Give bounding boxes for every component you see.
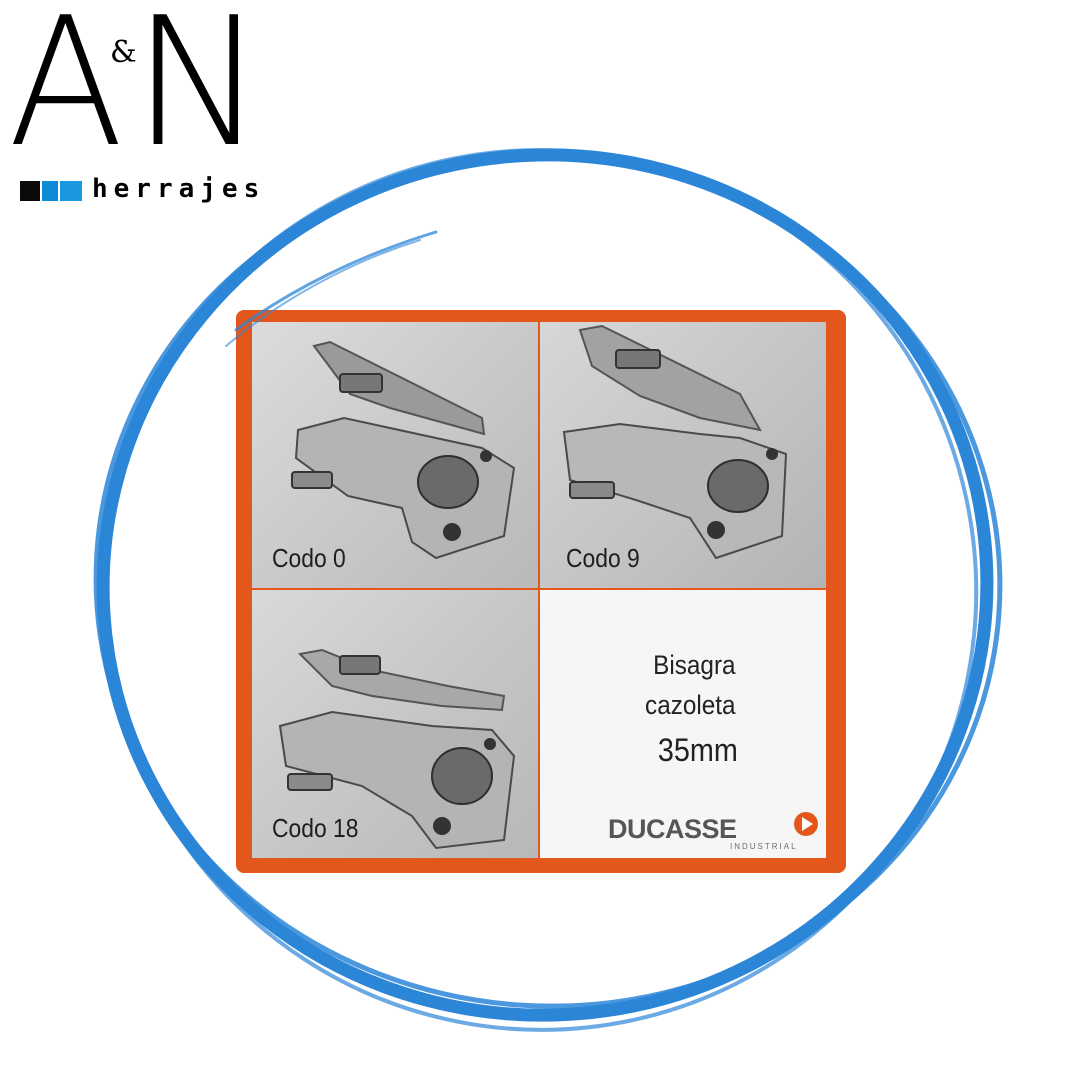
product-info-panel: Bisagra cazoleta 35mm DUCASSE INDUSTRIAL	[540, 590, 826, 858]
logo-bar-blue	[42, 181, 58, 201]
an-herrajes-logo: A & N herrajes	[0, 0, 300, 220]
logo-wordmark: herrajes	[92, 174, 266, 204]
product-card: Codo 0 Codo 9 Codo 18 Bisagra cazoleta 3…	[236, 310, 846, 873]
play-triangle-icon	[794, 812, 818, 836]
product-title: Bisagra	[653, 650, 736, 680]
codo-9-label: Codo 9	[566, 543, 640, 573]
logo-bar-black	[20, 181, 40, 201]
codo-18-label: Codo 18	[272, 813, 359, 843]
product-size: 35mm	[657, 732, 738, 768]
hinge-panel-codo-9: Codo 9	[540, 322, 826, 588]
brand-tagline: INDUSTRIAL	[730, 842, 798, 851]
hinge-panel-codo-0: Codo 0	[252, 322, 538, 588]
hinge-panel-codo-18: Codo 18	[252, 590, 538, 858]
product-subtitle: cazoleta	[645, 690, 736, 720]
brand-name: DUCASSE	[608, 814, 737, 844]
logo-letter-n: N	[132, 0, 266, 186]
logo-letter-a: A	[8, 0, 124, 186]
logo-bar-light-blue	[60, 181, 82, 201]
codo-0-label: Codo 0	[272, 543, 346, 573]
logo-ampersand: &	[110, 35, 137, 70]
